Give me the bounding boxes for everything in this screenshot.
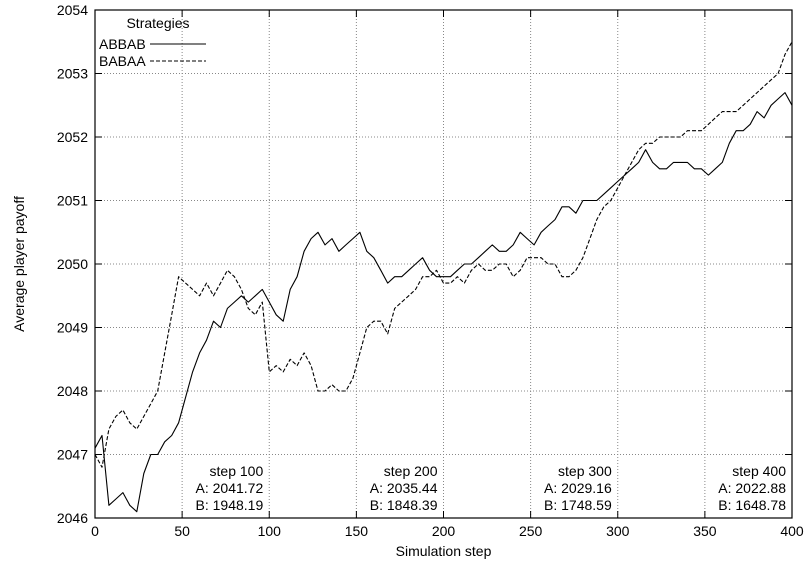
y-tick-label: 2049 (57, 320, 88, 336)
series-lines (94, 41, 793, 513)
annotation-text: step 300 (558, 463, 612, 479)
x-tick-label: 100 (258, 523, 282, 539)
grid-lines (95, 10, 792, 518)
y-tick-label: 2048 (57, 383, 88, 399)
annotation-text: A: 2029.16 (544, 480, 612, 496)
legend-title: Strategies (126, 15, 189, 31)
series-line-abbab (94, 92, 793, 513)
x-tick-label: 250 (519, 523, 543, 539)
x-tick-label: 350 (693, 523, 717, 539)
x-tick-label: 200 (432, 523, 456, 539)
annotation-text: A: 2041.72 (196, 480, 264, 496)
series-line-babaa (94, 41, 793, 468)
x-tick-label: 50 (174, 523, 190, 539)
x-tick-label: 300 (606, 523, 630, 539)
annotation-text: A: 2035.44 (370, 480, 438, 496)
annotation-text: B: 1948.19 (196, 497, 264, 513)
legend-label: ABBAB (99, 36, 146, 52)
axis-ticks: 0 50 100 150 200 250 300 350 400 2046 2047 2048 2049… (57, 2, 804, 539)
annotation-text: step 100 (210, 463, 264, 479)
annotation-text: B: 1848.39 (370, 497, 438, 513)
annotation-text: step 400 (732, 463, 786, 479)
annotation-text: A: 2022.88 (718, 480, 786, 496)
y-tick-label: 2052 (57, 129, 88, 145)
legend-label: BABAA (99, 53, 146, 69)
y-tick-label: 2050 (57, 256, 88, 272)
x-tick-label: 150 (345, 523, 369, 539)
y-tick-label: 2051 (57, 193, 88, 209)
y-tick-label: 2047 (57, 447, 88, 463)
y-tick-label: 2053 (57, 66, 88, 82)
x-tick-label: 0 (91, 523, 99, 539)
annotation-text: B: 1648.78 (718, 497, 786, 513)
y-tick-label: 2054 (57, 2, 88, 18)
x-tick-label: 400 (780, 523, 804, 539)
annotation-text: step 200 (384, 463, 438, 479)
annotation-text: B: 1748.59 (544, 497, 612, 513)
x-axis-label: Simulation step (396, 543, 492, 559)
y-axis-label: Average player payoff (11, 196, 27, 332)
y-tick-label: 2046 (57, 510, 88, 526)
